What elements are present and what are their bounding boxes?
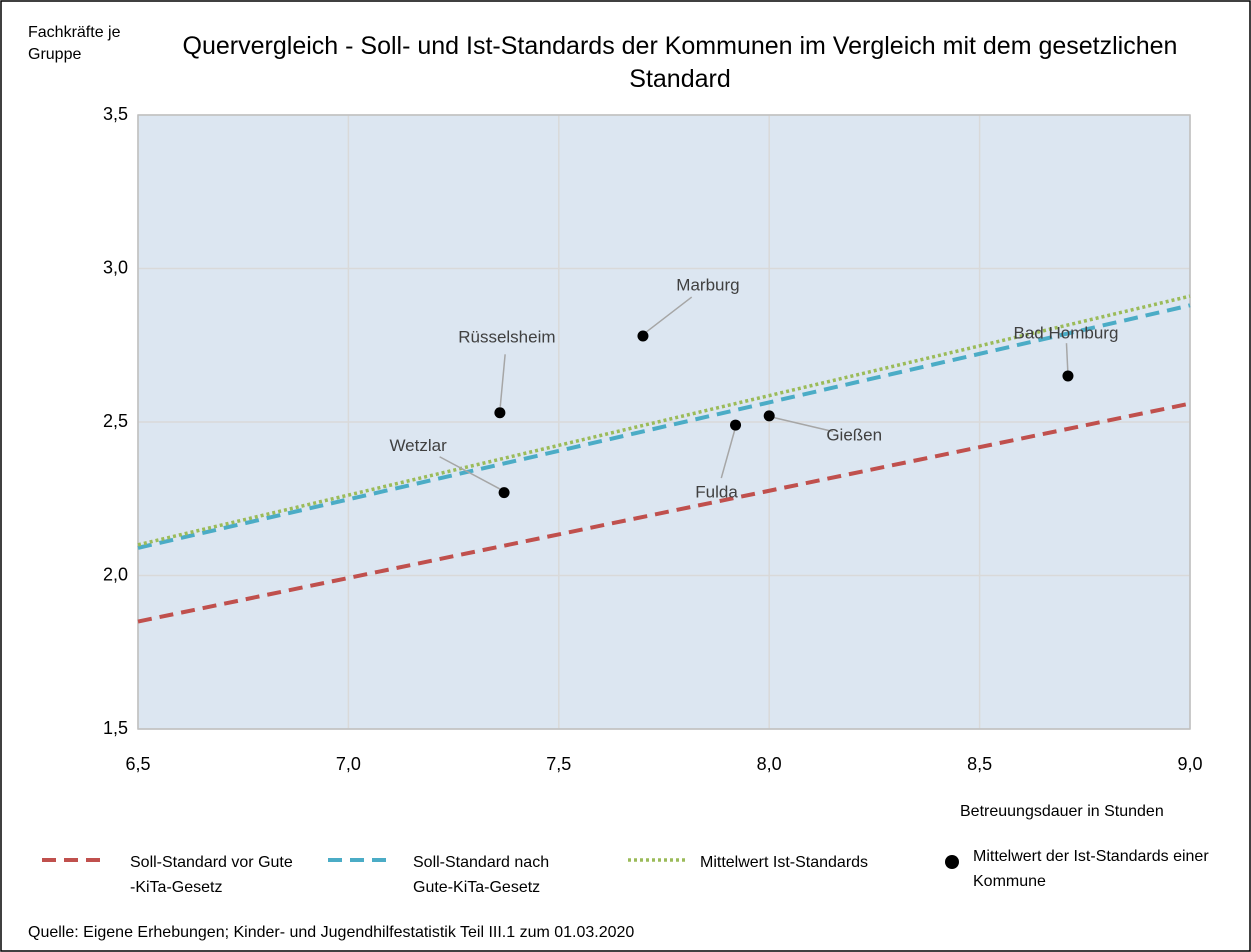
legend-marker: [945, 855, 959, 869]
leader-line: [499, 354, 506, 407]
series-line: [137, 401, 1191, 624]
data-point: [494, 407, 506, 419]
y-tick-label: 2,0: [103, 564, 128, 584]
data-point: [637, 330, 649, 342]
point-label: Fulda: [695, 483, 738, 502]
data-point: [1062, 370, 1074, 382]
point-label: Rüsselsheim: [458, 327, 555, 346]
x-tick-label: 7,5: [546, 754, 571, 774]
data-point: [730, 419, 742, 431]
plot-border: [137, 114, 1191, 730]
source-note: Quelle: Eigene Erhebungen; Kinder- und J…: [28, 924, 635, 941]
legend-label: Mittelwert der Ist-Standards einer Kommu…: [973, 848, 1209, 890]
y-tick-label: 3,5: [103, 104, 128, 124]
series-line: [137, 294, 1191, 547]
x-axis-label: Betreuungsdauer in Stunden: [960, 803, 1164, 820]
data-point: [763, 410, 775, 422]
point-label: Bad Homburg: [1014, 323, 1119, 342]
leader-line: [439, 456, 501, 490]
x-tick-label: 8,5: [967, 754, 992, 774]
y-tick-label: 1,5: [103, 718, 128, 738]
legend-label: Soll-Standard vor Gute -KiTa-Gesetz: [130, 854, 293, 896]
leader-line: [645, 296, 693, 333]
leader-line: [1065, 343, 1069, 373]
leader-line: [720, 430, 736, 479]
data-point: [498, 487, 510, 499]
x-tick-label: 6,5: [125, 754, 150, 774]
leader-line: [773, 416, 834, 433]
chart-title: Quervergleich - Soll- und Ist-Standards …: [182, 32, 1178, 93]
x-tick-label: 9,0: [1177, 754, 1202, 774]
point-label: Gießen: [826, 425, 882, 444]
y-tick-label: 2,5: [103, 411, 128, 431]
y-axis-label: Fachkräfte je Gruppe: [28, 24, 121, 63]
x-tick-label: 7,0: [336, 754, 361, 774]
series-line: [137, 303, 1191, 550]
point-label: Marburg: [676, 276, 739, 295]
point-label: Wetzlar: [389, 436, 447, 455]
y-tick-label: 3,0: [103, 257, 128, 277]
legend-label: Soll-Standard nach Gute-KiTa-Gesetz: [413, 854, 550, 896]
legend-label: Mittelwert Ist-Standards: [700, 854, 869, 871]
x-tick-label: 8,0: [757, 754, 782, 774]
